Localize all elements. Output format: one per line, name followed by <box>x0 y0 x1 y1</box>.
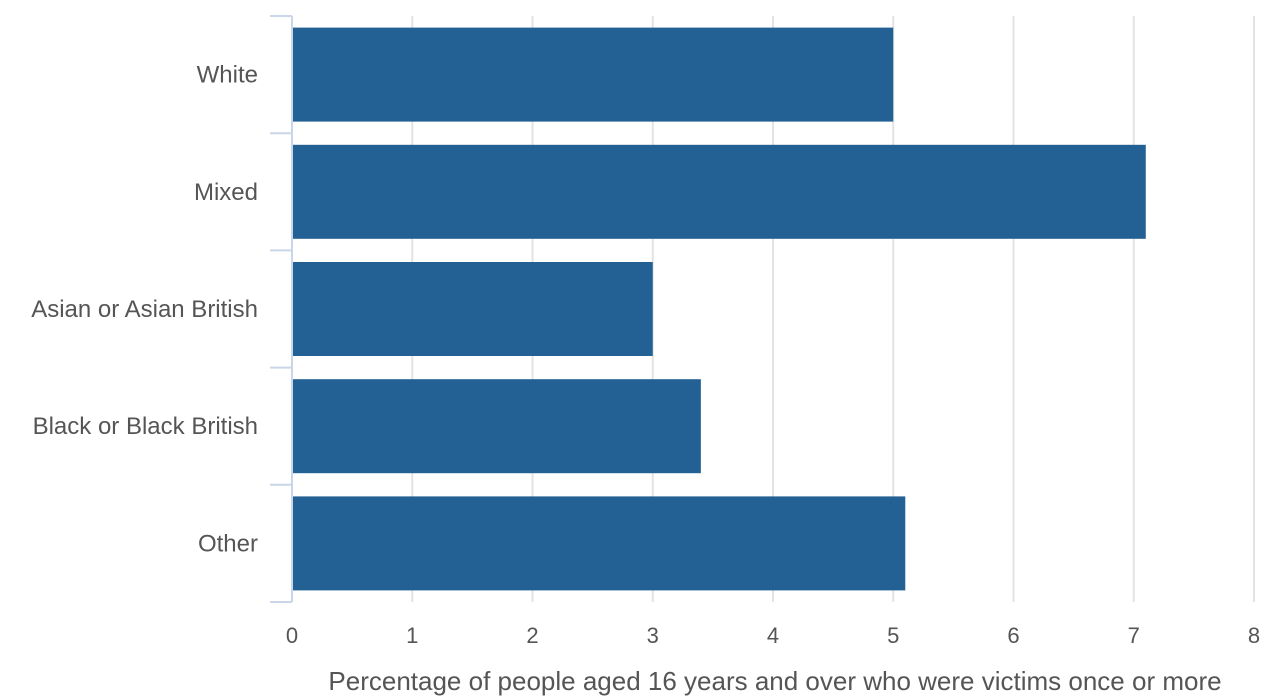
x-tick-labels: 0 1 2 3 4 5 6 7 8 <box>286 623 1260 648</box>
x-tick-label-2: 2 <box>526 623 538 648</box>
category-label-1: Mixed <box>194 179 258 206</box>
x-tick-label-0: 0 <box>286 623 298 648</box>
category-label-2: Asian or Asian British <box>31 296 258 323</box>
y-axis <box>270 16 292 602</box>
x-tick-label-3: 3 <box>647 623 659 648</box>
category-label-4: Other <box>198 530 258 557</box>
x-tick-label-1: 1 <box>406 623 418 648</box>
x-tick-label-8: 8 <box>1248 623 1260 648</box>
category-label-3: Black or Black British <box>33 413 258 440</box>
bar-0[interactable] <box>293 28 893 122</box>
category-label-0: White <box>197 62 258 89</box>
x-axis-title: Percentage of people aged 16 years and o… <box>328 666 1221 696</box>
x-tick-label-4: 4 <box>767 623 779 648</box>
bar-2[interactable] <box>293 262 653 356</box>
x-tick-label-6: 6 <box>1007 623 1019 648</box>
bar-3[interactable] <box>293 379 701 473</box>
x-tick-label-7: 7 <box>1128 623 1140 648</box>
x-tick-label-5: 5 <box>887 623 899 648</box>
category-labels: White Mixed Asian or Asian British Black or… <box>31 62 258 558</box>
bars <box>293 28 1146 591</box>
bar-4[interactable] <box>293 496 905 590</box>
bar-1[interactable] <box>293 145 1146 239</box>
